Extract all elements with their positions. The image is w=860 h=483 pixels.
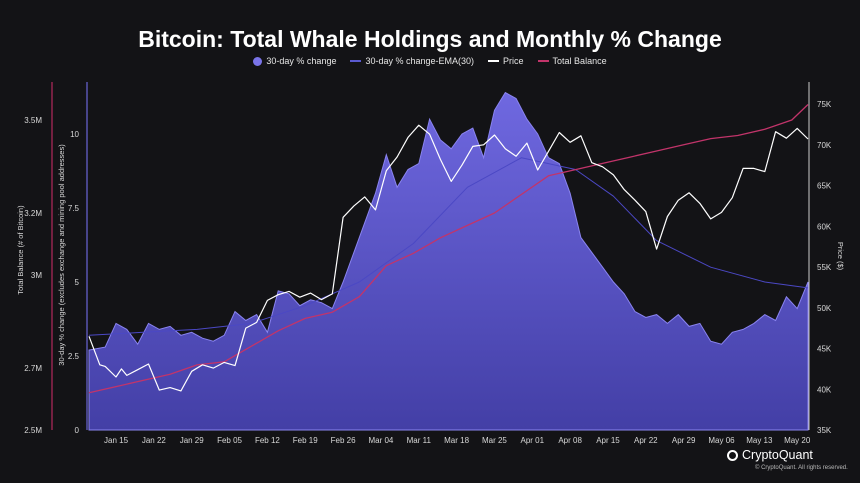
legend: 30-day % change 30-day % change-EMA(30) … (0, 56, 860, 66)
change-area-layer (88, 91, 809, 431)
y-inner-tick-label: 7.5 (68, 204, 80, 213)
x-tick-label: Apr 29 (672, 436, 696, 445)
x-tick-label: Feb 19 (293, 436, 318, 445)
y-outer-tick-label: 3.2M (24, 209, 42, 218)
y-inner-tick-label: 2.5 (68, 352, 80, 361)
legend-swatch-30day-change (253, 56, 263, 66)
y-right-tick-label: 60K (817, 222, 832, 231)
y-inner-tick-label: 5 (75, 278, 80, 287)
x-tick-label: Mar 11 (407, 436, 432, 445)
y-inner-axis-label: 30-day % change (excludes exchange and m… (57, 144, 66, 366)
x-tick-label: Mar 04 (368, 436, 393, 445)
y-inner-tick-label: 10 (70, 130, 79, 139)
y-inner-tick-label: 0 (75, 426, 80, 435)
legend-label-price: Price (503, 56, 524, 66)
legend-swatch-ema (350, 60, 362, 62)
y-right-tick-label: 70K (817, 141, 832, 150)
x-tick-label: Jan 29 (180, 436, 205, 445)
y-right-axis-label: Price ($) (836, 242, 845, 271)
y-right-tick-label: 45K (817, 345, 832, 354)
y-outer-tick-label: 3.5M (24, 116, 42, 125)
legend-item-30day-change[interactable]: 30-day % change (253, 56, 336, 66)
legend-label-30day-change: 30-day % change (266, 56, 337, 66)
x-tick-label: May 13 (746, 436, 773, 445)
y-right-tick-label: 35K (817, 426, 832, 435)
cryptoquant-logo-icon (727, 449, 738, 461)
x-tick-label: Jan 15 (104, 436, 129, 445)
x-tick-label: May 06 (708, 436, 735, 445)
y-outer-tick-label: 2.7M (24, 364, 42, 373)
copyright-text: © CryptoQuant. All rights reserved. (755, 465, 848, 471)
x-tick-label: Apr 01 (521, 436, 545, 445)
series-line-ema (88, 157, 809, 336)
legend-swatch-total-balance (537, 60, 549, 62)
x-tick-label: May 20 (784, 436, 811, 445)
y-right-tick-label: 50K (817, 304, 832, 313)
y-right-tick-label: 55K (817, 263, 832, 272)
y-right-tick-label: 65K (817, 182, 832, 191)
series-line-price (88, 124, 809, 392)
y-right-tick-label: 40K (817, 385, 832, 394)
legend-label-ema: 30-day % change-EMA(30) (365, 56, 475, 66)
axes-layer: 2.5M 2.7M 3M 3.2M 3.5M 0 2.5 5 7.5 10 35K 40K 45K 50K… (24, 82, 832, 445)
x-tick-label: Feb 26 (331, 436, 356, 445)
y-outer-axis-label: Total Balance (# of Bitcoin) (16, 205, 25, 295)
y-outer-tick-label: 3M (31, 271, 42, 280)
y-outer-tick-label: 2.5M (24, 426, 42, 435)
y-right-tick-label: 75K (817, 100, 832, 109)
legend-label-total-balance: Total Balance (552, 56, 607, 66)
x-tick-label: Mar 25 (482, 436, 507, 445)
x-tick-label: Mar 18 (444, 436, 469, 445)
brand-name: CryptoQuant (742, 448, 813, 462)
x-tick-label: Feb 05 (217, 436, 242, 445)
x-tick-label: Apr 08 (558, 436, 582, 445)
legend-item-total-balance[interactable]: Total Balance (537, 56, 607, 66)
series-lines-layer (88, 104, 809, 394)
series-area-30day-change (88, 91, 809, 431)
brand-logo: CryptoQuant (727, 448, 813, 462)
legend-item-price[interactable]: Price (488, 56, 524, 66)
x-tick-label: Jan 22 (142, 436, 167, 445)
x-tick-label: Apr 22 (634, 436, 658, 445)
legend-item-ema[interactable]: 30-day % change-EMA(30) (350, 56, 474, 66)
chart-title: Bitcoin: Total Whale Holdings and Monthl… (138, 26, 722, 52)
legend-swatch-price (488, 60, 500, 62)
x-tick-label: Apr 15 (596, 436, 620, 445)
x-tick-label: Feb 12 (255, 436, 280, 445)
series-line-total-balance (88, 104, 809, 394)
